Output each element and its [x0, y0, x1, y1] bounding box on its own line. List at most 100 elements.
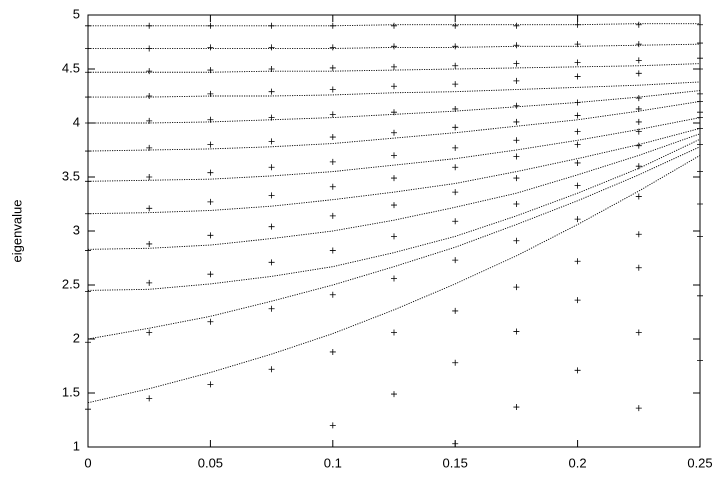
- y-tick-label: 1: [73, 438, 80, 453]
- point: [452, 257, 459, 264]
- point: [146, 240, 153, 247]
- point: [268, 88, 275, 95]
- point: [513, 102, 520, 109]
- point: [635, 70, 642, 77]
- point: [207, 169, 214, 176]
- x-tick-label: 0.05: [198, 455, 223, 470]
- point: [146, 174, 153, 180]
- point: [635, 41, 642, 48]
- point: [268, 164, 275, 171]
- point: [268, 366, 275, 373]
- point: [513, 77, 520, 84]
- point: [146, 22, 153, 29]
- x-tick-label: 0.15: [443, 455, 468, 470]
- point: [146, 395, 153, 402]
- point: [452, 189, 459, 196]
- point: [635, 105, 642, 112]
- point: [85, 120, 91, 126]
- point: [268, 192, 275, 199]
- point: [329, 111, 336, 118]
- point: [574, 258, 581, 265]
- point: [329, 247, 336, 254]
- point: [85, 406, 91, 413]
- point: [697, 98, 703, 105]
- point: [85, 339, 91, 346]
- point: [574, 59, 581, 66]
- point: [452, 105, 459, 112]
- point: [391, 83, 397, 90]
- point: [574, 159, 581, 166]
- point: [697, 292, 703, 299]
- point: [329, 86, 336, 93]
- y-tick-label: 4: [73, 114, 80, 129]
- point: [207, 67, 214, 74]
- point: [697, 66, 703, 72]
- y-tick-label: 2: [73, 330, 80, 345]
- y-tick-label: 1.5: [62, 384, 80, 399]
- point: [452, 307, 459, 314]
- x-tick-label: 0.25: [687, 455, 712, 470]
- point: [146, 93, 153, 99]
- point: [574, 99, 581, 106]
- point: [329, 212, 336, 219]
- curve: [88, 23, 700, 27]
- point: [513, 60, 520, 67]
- point: [635, 193, 642, 200]
- point: [329, 134, 336, 141]
- point: [513, 153, 520, 160]
- point: [635, 21, 642, 28]
- point: [146, 68, 153, 75]
- point: [574, 128, 581, 135]
- point: [85, 288, 91, 295]
- x-tick-label: 0: [84, 455, 91, 470]
- point: [329, 183, 336, 190]
- point: [146, 279, 153, 286]
- point: [635, 57, 642, 64]
- point: [329, 158, 336, 165]
- point: [207, 44, 214, 51]
- point: [268, 259, 275, 266]
- point: [574, 367, 581, 374]
- point: [146, 329, 153, 336]
- point: [513, 175, 520, 182]
- point: [574, 182, 581, 189]
- point: [391, 152, 397, 159]
- point: [268, 305, 275, 312]
- y-tick-label: 3: [73, 222, 80, 237]
- point: [452, 124, 459, 131]
- point: [146, 117, 153, 124]
- point: [452, 62, 459, 69]
- curve: [87, 133, 701, 250]
- point: [329, 291, 336, 298]
- point: [85, 247, 91, 254]
- point: [268, 138, 275, 145]
- point: [635, 128, 642, 135]
- point: [85, 148, 91, 155]
- point: [391, 329, 397, 336]
- point: [329, 422, 336, 429]
- point: [207, 90, 214, 97]
- point: [635, 118, 642, 125]
- curve: [87, 155, 701, 404]
- point: [391, 109, 397, 116]
- point: [391, 175, 397, 182]
- point: [513, 284, 520, 291]
- point: [574, 141, 581, 148]
- curve: [88, 63, 701, 73]
- point: [391, 43, 397, 50]
- point: [268, 223, 275, 230]
- point: [635, 142, 642, 149]
- point: [513, 328, 520, 335]
- point: [146, 45, 153, 52]
- point: [697, 141, 703, 148]
- point: [391, 22, 397, 29]
- point: [574, 41, 581, 48]
- point: [513, 137, 520, 144]
- point: [697, 21, 703, 28]
- x-tick-label: 0.2: [569, 455, 587, 470]
- point: [635, 405, 642, 412]
- y-tick-label: 5: [73, 6, 80, 21]
- point: [207, 116, 214, 123]
- point: [513, 118, 520, 125]
